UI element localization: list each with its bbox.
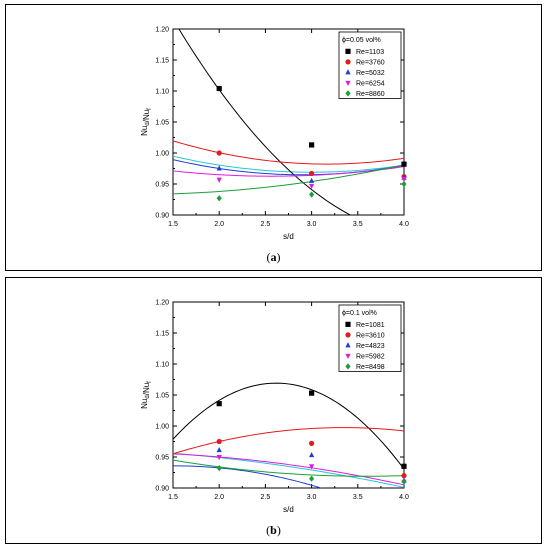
- y-tick-label: 1.05: [155, 120, 169, 127]
- data-point-series-2: [216, 438, 222, 445]
- legend-entry-5: Re=8498: [356, 364, 385, 371]
- data-point-series-5: [216, 195, 222, 202]
- y-tick-label: 1.15: [155, 58, 169, 65]
- legend-box: [338, 304, 402, 372]
- data-point-series-4: [216, 177, 222, 183]
- legend-entry-3: Re=5032: [356, 70, 385, 77]
- legend-marker: [345, 90, 351, 97]
- legend-entry-5: Re=8860: [356, 91, 385, 98]
- chart-panel-b: 1.5 2.0 2.5 3.0 3.5 4.0 0.90 0.95 1.00 1.05 1.10 1.…: [5, 277, 542, 544]
- legend-marker: [345, 332, 351, 338]
- legend-marker: [345, 48, 351, 54]
- data-point-series-1: [309, 142, 315, 148]
- fit-curve-5: [173, 164, 404, 195]
- y-tick-label: 1.10: [155, 362, 169, 369]
- x-tick-label: 3.0: [307, 494, 317, 501]
- data-point-series-1: [401, 161, 407, 167]
- y-axis-label: Nud/Nuf: [140, 381, 153, 409]
- fit-curve-2: [173, 427, 404, 455]
- data-point-series-1: [401, 463, 407, 469]
- x-axis-label: s/d: [283, 232, 294, 241]
- data-point-series-4: [309, 183, 315, 190]
- legend-entry-4: Re=6254: [356, 80, 385, 87]
- data-point-series-1: [216, 85, 222, 92]
- data-point-series-5: [216, 465, 222, 472]
- data-point-series-4: [401, 177, 407, 183]
- x-tick-label: 2.5: [261, 221, 271, 228]
- legend-title: ϕ=0.1 vol%: [342, 310, 377, 317]
- caption-a: (a): [266, 250, 281, 264]
- x-tick-label: 3.5: [353, 221, 363, 228]
- fit-curve-extra: [173, 452, 404, 488]
- fit-curve-1: [178, 29, 352, 215]
- legend-entry-2: Re=3610: [356, 332, 385, 339]
- chart-panel-a: 1.5 2.0 2.5 3.0 3.5 4.0 0.90 0.95 1.00 1.05 1.10 1.…: [5, 4, 542, 271]
- y-tick-label: 1.15: [155, 331, 169, 338]
- data-point-series-1: [309, 390, 315, 396]
- legend-marker: [345, 342, 351, 348]
- data-point-series-5: [401, 478, 407, 485]
- y-tick-label: 0.90: [155, 486, 169, 493]
- y-tick-label: 0.95: [155, 455, 169, 462]
- legend-entry-3: Re=4823: [356, 343, 385, 350]
- x-tick-label: 3.0: [307, 221, 317, 228]
- y-axis-label: Nud/Nuf: [140, 108, 153, 136]
- fit-curve-4: [173, 453, 404, 486]
- data-point-series-2: [309, 440, 315, 446]
- legend-marker: [345, 321, 351, 327]
- x-tick-label: 4.0: [399, 221, 409, 228]
- chart-a: 1.5 2.0 2.5 3.0 3.5 4.0 0.90 0.95 1.00 1.05 1.10 1.…: [140, 27, 409, 242]
- data-point-series-4: [309, 464, 315, 470]
- x-tick-label: 1.5: [168, 221, 178, 228]
- legend-entry-2: Re=3760: [356, 59, 385, 66]
- data-point-series-2: [309, 170, 315, 177]
- legend-marker: [345, 69, 351, 75]
- data-point-series-3: [216, 165, 222, 171]
- data-point-series-5: [309, 191, 315, 198]
- fit-curve-5: [173, 459, 404, 477]
- fit-curve-4: [173, 166, 404, 177]
- data-point-series-5: [401, 180, 407, 188]
- x-tick-label: 4.0: [399, 494, 409, 501]
- y-tick-label: 1.20: [155, 300, 169, 307]
- x-tick-label: 2.0: [214, 494, 224, 501]
- data-point-series-4: [216, 455, 222, 461]
- x-tick-label: 3.5: [353, 494, 363, 501]
- data-point-series-5: [309, 475, 315, 482]
- fit-curve-extra: [173, 155, 404, 173]
- legend-entry-1: Re=1103: [356, 49, 384, 56]
- fit-curve-2: [173, 140, 404, 165]
- x-tick-label: 1.5: [168, 494, 178, 501]
- y-tick-label: 1.05: [155, 393, 169, 400]
- legend-box: [338, 31, 402, 99]
- data-point-series-3: [216, 446, 222, 453]
- legend-entry-4: Re=5982: [356, 353, 385, 360]
- data-point-series-1: [216, 401, 222, 407]
- chart-b: 1.5 2.0 2.5 3.0 3.5 4.0 0.90 0.95 1.00 1.05 1.10 1.…: [140, 300, 409, 515]
- fit-curve-1: [173, 382, 404, 470]
- y-tick-label: 1.10: [155, 89, 169, 96]
- y-tick-label: 1.00: [155, 424, 169, 431]
- data-point-series-3: [309, 451, 315, 458]
- fit-curve-3: [173, 465, 323, 488]
- caption-a-letter: a: [270, 250, 277, 264]
- y-tick-label: 1.00: [155, 151, 169, 158]
- caption-b: (b): [266, 523, 281, 537]
- y-tick-label: 0.95: [155, 182, 169, 189]
- legend-marker: [345, 353, 351, 360]
- x-tick-label: 2.5: [261, 494, 271, 501]
- x-tick-label: 2.0: [214, 221, 224, 228]
- legend-entry-1: Re=1081: [356, 322, 385, 329]
- legend-title: ϕ=0.05 vol%: [342, 37, 381, 44]
- legend-marker: [345, 80, 351, 87]
- data-point-series-3: [309, 177, 315, 183]
- y-tick-label: 0.90: [155, 213, 169, 220]
- data-point-series-2: [216, 150, 222, 156]
- y-tick-label: 1.20: [155, 27, 169, 34]
- caption-b-letter: b: [270, 523, 277, 537]
- data-point-series-2: [401, 473, 407, 479]
- x-axis-label: s/d: [283, 505, 294, 514]
- legend-marker: [345, 59, 351, 65]
